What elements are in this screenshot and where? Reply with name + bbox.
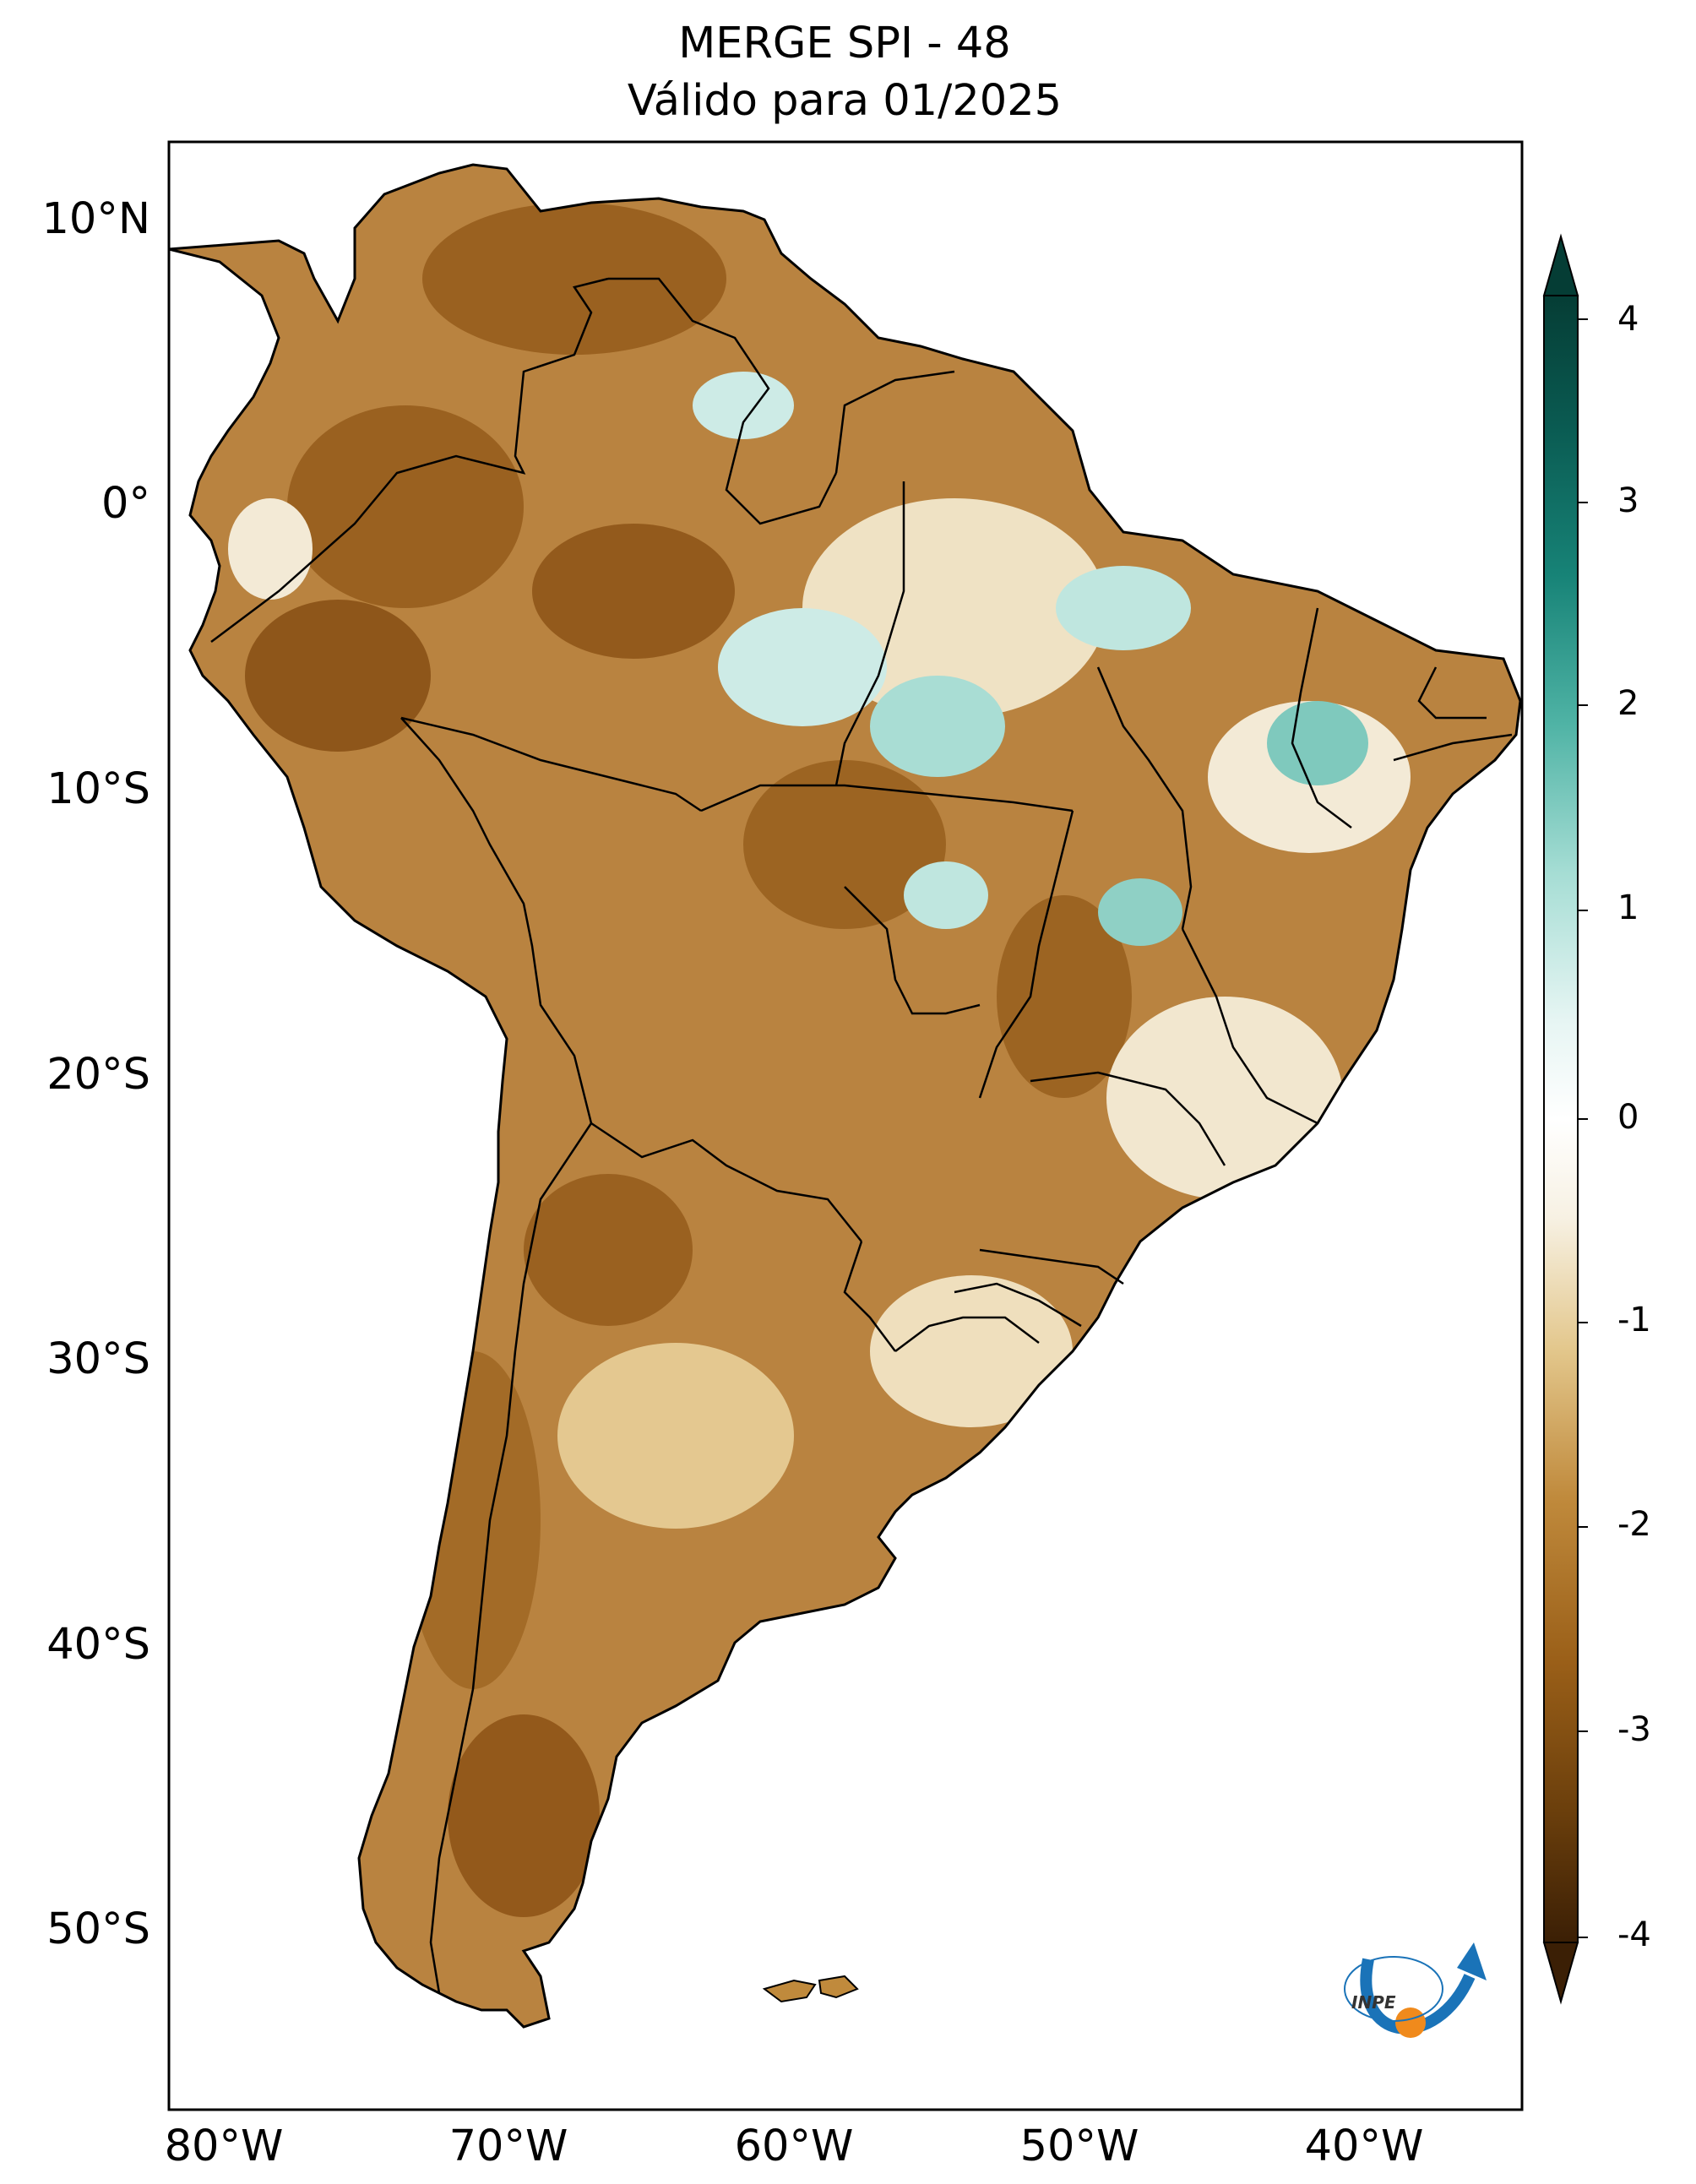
lat-label-20s: 20°S [46,1050,150,1100]
dry-area-mato-grosso [743,760,946,929]
wet-area-para [870,676,1005,777]
colorbar-top-extension [1542,233,1579,296]
map-subtitle: Válido para 01/2025 [627,76,1063,126]
colorbar-label-neg3: -3 [1617,1710,1651,1749]
dry-area-peru-north [245,600,431,752]
border-sp-mg [1030,1071,1226,1166]
border-pr-sc [979,1248,1124,1285]
map-title: MERGE SPI - 48 [678,19,1011,68]
colorbar [1543,295,1579,1943]
colorbar-label-3: 3 [1617,481,1639,520]
wet-area-piaui [1267,701,1368,785]
dry-area-goias [997,895,1132,1098]
inpe-logo: INPE [1344,1942,1487,2038]
dry-area-chaco [524,1174,693,1326]
border-peru-brazil [400,716,702,812]
dry-area-colombia [287,405,524,608]
colorbar-label-1: 1 [1617,888,1639,927]
logo-arrow [1457,1942,1487,1980]
dry-area-patagonia [448,1714,600,1917]
border-ma-to [1096,666,1193,930]
colorbar-label-neg2: -2 [1617,1505,1651,1544]
colorbar-label-neg1: -1 [1617,1301,1651,1339]
border-to-go [978,810,1074,1099]
dry-area-amazon-west [532,524,735,659]
border-sc-rs [954,1282,1082,1328]
border-am-mt [700,784,1074,812]
wet-area-roraima [693,372,794,439]
logo-sun [1395,2007,1426,2038]
coastline [168,163,1522,2029]
lat-label-10s: 10°S [46,764,150,814]
lon-label-60w: 60°W [734,2122,854,2171]
lon-label-80w: 80°W [164,2122,284,2171]
political-borders [210,277,1513,1994]
wet-area-tocantins [1098,878,1182,946]
colorbar-label-0: 0 [1617,1098,1639,1137]
lat-label-0: 0° [101,479,150,529]
wet-area-amazonas [718,608,887,726]
colorbar-label-4: 4 [1617,300,1639,339]
lat-label-40s: 40°S [46,1620,150,1670]
border-pi-ce [1291,607,1352,829]
border-bolivia-paraguay [590,1122,862,1242]
lat-label-10n: 10°N [41,194,150,244]
logo-orbit [1344,1956,1443,2022]
border-rn-pb [1417,666,1487,720]
wet-area-maranhao [1056,566,1191,650]
wet-area-mt-east [904,861,988,929]
lat-label-30s: 30°S [46,1334,150,1384]
border-ba-mg [1181,928,1318,1125]
border-chile-argentina [429,1122,593,1994]
near-normal-argentina [557,1343,794,1529]
lat-label-50s: 50°S [46,1904,150,1954]
border-mt-ms [844,886,981,1015]
lon-label-50w: 50°W [1019,2122,1139,2171]
colorbar-ticks [1578,318,1588,1938]
colorbar-label-neg4: -4 [1617,1915,1651,1954]
border-colombia-peru [210,277,609,643]
colorbar-bottom-extension [1542,1942,1579,2005]
near-normal-ecuador [228,498,313,600]
border-guianas [834,370,955,474]
logo-text: INPE [1351,1992,1396,2013]
border-pe-al [1393,733,1513,762]
falkland-islands [762,1975,859,2003]
lon-label-40w: 40°W [1304,2122,1424,2171]
border-venezuela-brazil [608,277,838,525]
border-paraguay-argentina [843,1241,896,1352]
colorbar-label-2: 2 [1617,684,1639,723]
lon-label-70w: 70°W [448,2122,568,2171]
near-normal-rs [870,1275,1073,1427]
dry-area-venezuela [422,203,726,355]
near-normal-minas [1106,997,1343,1199]
border-uruguay [894,1316,1040,1352]
border-am-pa [834,481,905,786]
border-peru-bolivia [400,717,593,1124]
